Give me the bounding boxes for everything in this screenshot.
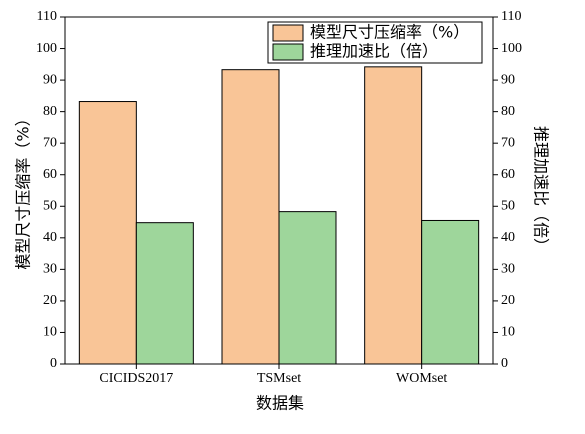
- legend-swatch: [272, 24, 304, 42]
- legend-label: 推理加速比（倍）: [310, 42, 438, 61]
- y-tick-label: 110: [37, 9, 57, 24]
- y-tick-label: 30: [43, 262, 57, 277]
- y-tick-label: 40: [43, 230, 57, 245]
- legend-label: 模型尺寸压缩率（%）: [310, 23, 469, 42]
- bar: [78, 101, 137, 365]
- y2-tick-label: 70: [501, 135, 515, 150]
- y2-tick-label: 50: [501, 198, 515, 213]
- y2-tick-label: 40: [501, 230, 515, 245]
- y2-tick-label: 0: [501, 356, 508, 371]
- bar: [135, 222, 194, 365]
- bar: [221, 69, 280, 365]
- bar: [421, 219, 480, 365]
- x-tick-label: WOMset: [396, 371, 447, 386]
- y-tick-label: 0: [50, 356, 57, 371]
- y-tick-label: 60: [43, 167, 57, 182]
- y-tick-label: 10: [43, 325, 57, 340]
- legend-swatch: [272, 43, 304, 61]
- legend-box: [267, 21, 483, 64]
- plot-frame: [64, 16, 494, 365]
- y2-tick-label: 20: [501, 293, 515, 308]
- x-tick-label: TSMset: [257, 371, 301, 386]
- y-tick-label: 90: [43, 72, 57, 87]
- y-tick-label: 50: [43, 198, 57, 213]
- y2-tick-label: 10: [501, 325, 515, 340]
- y-axis-label: 模型尺寸压缩率（%）: [14, 110, 33, 269]
- y-tick-label: 100: [36, 41, 57, 56]
- y-tick-label: 70: [43, 135, 57, 150]
- y2-tick-label: 30: [501, 262, 515, 277]
- bar: [364, 66, 423, 365]
- x-tick-label: CICIDS2017: [99, 371, 173, 386]
- y2-tick-label: 110: [501, 9, 521, 24]
- y2-tick-label: 90: [501, 72, 515, 87]
- y2-tick-label: 100: [501, 41, 522, 56]
- y-tick-label: 20: [43, 293, 57, 308]
- y2-tick-label: 60: [501, 167, 515, 182]
- bar: [278, 211, 337, 365]
- y2-tick-label: 80: [501, 104, 515, 119]
- y-tick-label: 80: [43, 104, 57, 119]
- x-axis-label: 数据集: [256, 394, 304, 413]
- y2-axis-label: 推理加速比（倍）: [532, 126, 551, 254]
